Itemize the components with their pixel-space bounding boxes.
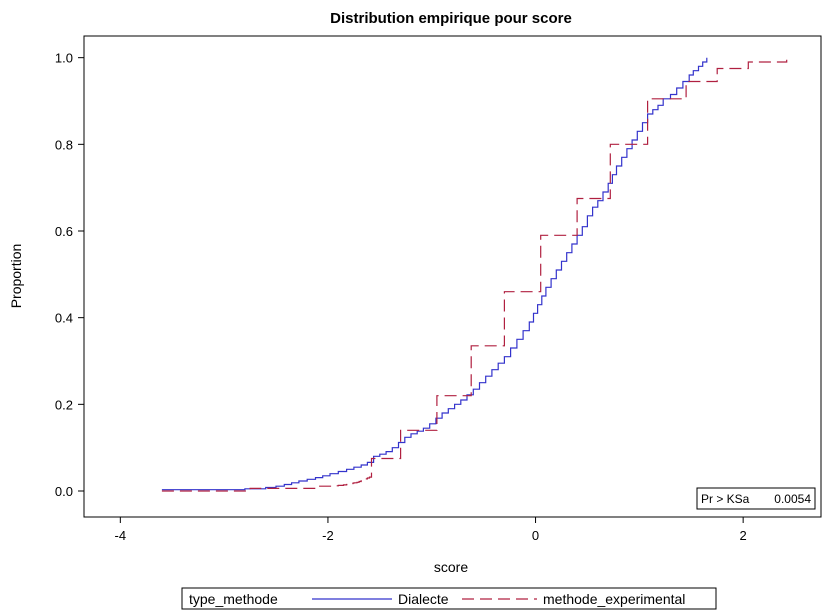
series-layer (161, 57, 788, 492)
y-tick-label: 0.8 (55, 137, 73, 152)
ks-statistic-value: 0.0054 (774, 492, 811, 506)
plot-area-frame (83, 35, 822, 518)
legend-frame (181, 587, 717, 610)
x-tick-label: -2 (322, 528, 334, 543)
y-tick-label: 0.2 (55, 397, 73, 412)
legend-title: type_methode (189, 591, 278, 607)
x-axis-label: score (434, 559, 468, 575)
series-line-dialecte (161, 57, 708, 491)
ks-statistic-label: Pr > KSa (701, 492, 750, 506)
chart-title: Distribution empirique pour score (330, 10, 572, 27)
y-tick-label: 0.0 (55, 484, 73, 499)
y-tick-label: 0.4 (55, 311, 73, 326)
series-line-methode-experimental (161, 59, 788, 492)
x-axis: -4 -2 0 2 (115, 517, 747, 543)
x-tick-label: -4 (115, 528, 127, 543)
ks-statistic-box: Pr > KSa 0.0054 (696, 487, 816, 510)
legend: type_methode Dialecte methode_experiment… (181, 587, 717, 610)
ks-statistic-frame (696, 487, 816, 510)
x-tick-label: 0 (532, 528, 539, 543)
y-axis-label: Proportion (8, 244, 24, 309)
x-tick-label: 2 (740, 528, 747, 543)
y-tick-label: 1.0 (55, 51, 73, 66)
y-tick-label: 0.6 (55, 224, 73, 239)
legend-entry-dialecte: Dialecte (398, 591, 449, 607)
legend-entry-methode-experimental: methode_experimental (543, 591, 685, 607)
y-axis: 0.0 0.2 0.4 0.6 0.8 1.0 (55, 51, 84, 499)
